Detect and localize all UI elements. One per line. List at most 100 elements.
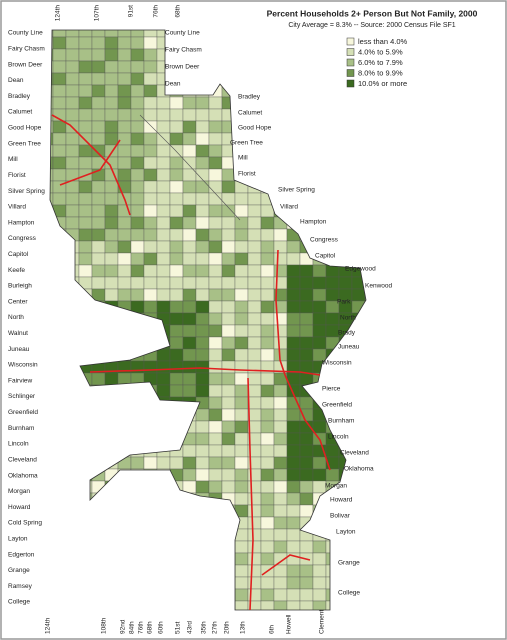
tract: [195, 96, 210, 110]
tract: [78, 264, 93, 278]
tract: [299, 264, 314, 278]
tract: [117, 252, 132, 266]
tract: [312, 576, 327, 590]
tract: [299, 540, 314, 554]
street-label: Greenfield: [8, 409, 38, 416]
street-label: Fairy Chasm: [165, 47, 202, 54]
tract: [156, 96, 171, 110]
tract: [78, 228, 93, 242]
tract: [247, 540, 262, 554]
tract: [234, 324, 249, 338]
tract: [234, 264, 249, 278]
tract: [260, 432, 275, 446]
tract: [221, 348, 236, 362]
tract: [78, 48, 93, 62]
tract: [208, 96, 223, 110]
tract: [286, 288, 301, 302]
tract: [221, 216, 236, 230]
tract: [195, 228, 210, 242]
tract: [156, 276, 171, 290]
street-label: Congress: [310, 237, 339, 244]
tract: [247, 228, 262, 242]
tract: [156, 216, 171, 230]
tract: [143, 36, 158, 50]
tract: [78, 120, 93, 134]
tract: [195, 108, 210, 122]
tract: [195, 288, 210, 302]
tract: [208, 156, 223, 170]
street-label: Howard: [8, 504, 31, 511]
tract: [234, 192, 249, 206]
tract: [182, 324, 197, 338]
tract: [169, 96, 184, 110]
street-label: Fairview: [8, 377, 33, 384]
tract: [78, 84, 93, 98]
tract: [299, 504, 314, 518]
tract: [143, 204, 158, 218]
tract: [234, 228, 249, 242]
tract: [234, 576, 249, 590]
tract: [117, 60, 132, 74]
tract: [273, 252, 288, 266]
tract: [143, 132, 158, 146]
street-label: 20th: [224, 621, 231, 634]
tract: [143, 96, 158, 110]
tract: [221, 480, 236, 494]
tract: [260, 552, 275, 566]
legend-swatch: [346, 79, 355, 88]
tract: [299, 564, 314, 578]
tract: [65, 192, 80, 206]
tract: [247, 336, 262, 350]
tract: [130, 132, 145, 146]
tract: [65, 132, 80, 146]
tract: [260, 228, 275, 242]
tract: [273, 516, 288, 530]
tract: [247, 516, 262, 530]
tract: [312, 420, 327, 434]
tract: [117, 36, 132, 50]
tract: [182, 348, 197, 362]
street-label: Bolivar: [330, 513, 351, 520]
tract: [260, 312, 275, 326]
legend-swatch: [346, 48, 355, 56]
tract: [208, 480, 223, 494]
tract: [208, 432, 223, 446]
tract: [195, 276, 210, 290]
tract: [260, 444, 275, 458]
tract: [208, 408, 223, 422]
street-label: Brown Deer: [8, 61, 43, 68]
tract: [208, 312, 223, 326]
tract: [195, 372, 210, 386]
tract: [325, 444, 340, 458]
tract: [78, 204, 93, 218]
tract: [104, 192, 119, 206]
tract: [156, 156, 171, 170]
street-label: 43rd: [187, 621, 194, 634]
tract: [299, 432, 314, 446]
tract: [52, 132, 67, 146]
tract: [117, 156, 132, 170]
highway: [284, 374, 331, 471]
tract: [195, 264, 210, 278]
tract: [208, 264, 223, 278]
tract: [156, 372, 171, 386]
tract: [247, 240, 262, 254]
tract: [208, 396, 223, 410]
tract: [260, 540, 275, 554]
tract: [221, 240, 236, 254]
street-label: Capitol: [8, 251, 29, 258]
legend-label: less than 4.0%: [358, 37, 408, 46]
tract: [286, 408, 301, 422]
tract: [91, 60, 106, 74]
tract: [156, 204, 171, 218]
tract: [208, 144, 223, 158]
tract: [312, 336, 327, 350]
tract: [260, 408, 275, 422]
street-label: Bradley: [238, 94, 261, 101]
tract: [91, 204, 106, 218]
street-label: Silver Spring: [8, 188, 45, 195]
tract: [195, 204, 210, 218]
tract: [91, 36, 106, 50]
tract: [117, 120, 132, 134]
tract: [104, 60, 119, 74]
